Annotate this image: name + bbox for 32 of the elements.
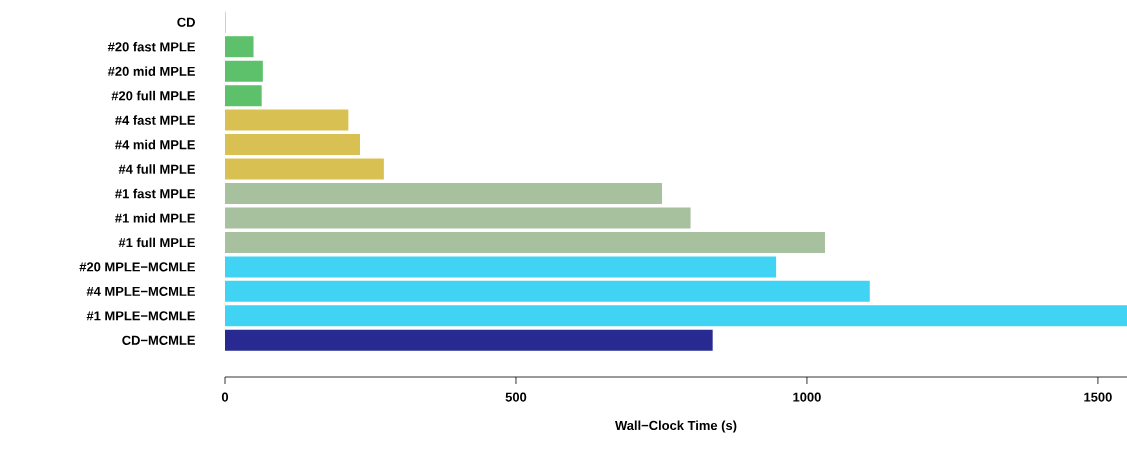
y-tick-label: #20 MPLE−MCMLE: [79, 262, 195, 272]
y-tick-label: #4 full MPLE: [118, 164, 195, 174]
x-tick-label: 1000: [793, 392, 821, 402]
y-tick-label: #4 MPLE−MCMLE: [86, 286, 195, 296]
x-tick-label: 500: [505, 392, 527, 402]
y-tick-label: #1 MPLE−MCMLE: [86, 311, 195, 321]
y-tick-label: #1 mid MPLE: [115, 213, 195, 223]
x-axis-title: Wall−Clock Time (s): [615, 420, 737, 433]
x-tick-label: 1500: [1084, 392, 1112, 402]
bar: [225, 36, 254, 58]
bar: [225, 134, 361, 156]
bar: [225, 183, 663, 204]
bar: [225, 231, 825, 253]
y-tick-label: #1 fast MPLE: [115, 188, 195, 199]
y-tick-label: #4 fast MPLE: [115, 115, 195, 125]
x-tick-label: 0: [221, 392, 229, 402]
y-tick-label: CD−MCMLE: [122, 335, 195, 345]
bar: [225, 256, 777, 278]
y-tick-label: #4 mid MPLE: [115, 139, 195, 150]
y-tick-label: #1 full MPLE: [118, 237, 195, 248]
bar: [225, 305, 1127, 327]
bar: [225, 207, 691, 229]
y-tick-label: #20 mid MPLE: [107, 66, 195, 76]
bar: [225, 329, 713, 351]
y-tick-label: CD: [177, 17, 195, 27]
y-tick-label: #20 full MPLE: [111, 90, 195, 101]
bar: [225, 158, 384, 180]
bar: [225, 109, 349, 131]
bar: [225, 280, 870, 302]
bar: [225, 85, 262, 107]
y-tick-label: #20 fast MPLE: [107, 41, 195, 52]
bar: [225, 60, 263, 82]
